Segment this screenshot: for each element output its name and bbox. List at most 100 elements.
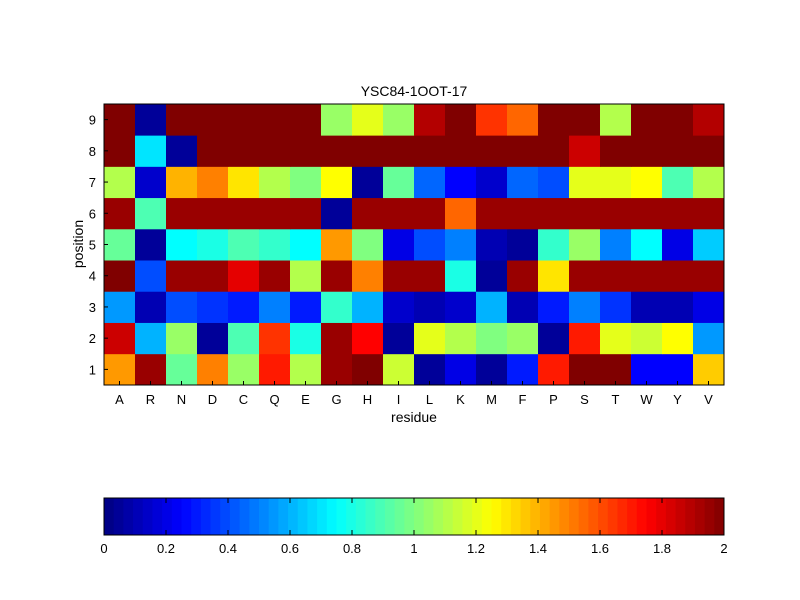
heatmap-cell-K-1 xyxy=(445,353,477,386)
heatmap-cell-P-6 xyxy=(538,197,570,230)
heatmap-cell-D-9 xyxy=(197,104,229,136)
colorbar-swatch xyxy=(443,498,454,535)
colorbar-swatch xyxy=(539,498,551,535)
y-tick-label-1: 1 xyxy=(89,362,96,377)
heatmap-cell-Q-6 xyxy=(259,197,291,230)
heatmap-cell-D-8 xyxy=(197,135,229,167)
heatmap-cell-L-9 xyxy=(414,104,446,136)
heatmap-cell-S-9 xyxy=(569,104,601,136)
heatmap-cell-N-3 xyxy=(166,291,198,323)
heatmap-cell-Y-2 xyxy=(662,322,694,355)
heatmap-cell-V-5 xyxy=(693,228,725,261)
colorbar-swatch xyxy=(656,498,667,535)
x-tick-label-Q: Q xyxy=(269,392,279,407)
heatmap-cell-K-5 xyxy=(445,228,477,261)
colorbar-swatch xyxy=(355,498,366,535)
heatmap-cell-N-8 xyxy=(166,135,198,167)
heatmap-cell-N-2 xyxy=(166,322,198,355)
colorbar-swatch xyxy=(268,498,279,535)
colorbar-tick-label-1.6: 1.6 xyxy=(591,541,609,556)
heatmap-cell-H-9 xyxy=(352,104,384,136)
x-tick-label-V: V xyxy=(704,392,713,407)
x-tick-label-T: T xyxy=(612,392,620,407)
colorbar-swatch xyxy=(375,498,386,535)
heatmap-cell-V-3 xyxy=(693,291,725,323)
heatmap-cell-G-1 xyxy=(321,353,353,386)
heatmap-cell-G-3 xyxy=(321,291,353,323)
heatmap-cell-N-1 xyxy=(166,353,198,386)
x-tick-label-S: S xyxy=(580,392,589,407)
heatmap-cell-E-8 xyxy=(290,135,322,167)
heatmap-cell-A-3 xyxy=(104,291,136,323)
heatmap-cell-D-7 xyxy=(197,166,229,199)
x-axis-label: residue xyxy=(391,409,437,425)
heatmap-cell-Q-1 xyxy=(259,353,291,386)
y-tick-label-6: 6 xyxy=(89,206,96,221)
heatmap-cell-L-5 xyxy=(414,228,446,261)
colorbar-swatch xyxy=(501,498,512,535)
heatmap-cell-H-8 xyxy=(352,135,384,167)
heatmap-cell-W-1 xyxy=(631,353,663,386)
heatmap-cell-C-6 xyxy=(228,197,260,230)
heatmap-cell-K-6 xyxy=(445,197,477,230)
heatmap-cell-E-7 xyxy=(290,166,322,199)
y-tick-label-8: 8 xyxy=(89,144,96,159)
heatmap-cell-H-4 xyxy=(352,260,384,292)
colorbar-swatch xyxy=(133,498,144,535)
colorbar-swatch xyxy=(113,498,124,535)
heatmap-cell-Y-9 xyxy=(662,104,694,136)
heatmap-cell-T-7 xyxy=(600,166,632,199)
heatmap-cell-H-7 xyxy=(352,166,384,199)
heatmap-cell-A-2 xyxy=(104,322,136,355)
heatmap-cell-Q-4 xyxy=(259,260,291,292)
heatmap-cell-H-5 xyxy=(352,228,384,261)
heatmap-cell-I-5 xyxy=(383,228,415,261)
heatmap-cell-M-2 xyxy=(476,322,508,355)
heatmap-cell-I-8 xyxy=(383,135,415,167)
heatmap-cell-H-2 xyxy=(352,322,384,355)
heatmap-cell-Q-5 xyxy=(259,228,291,261)
heatmap-cell-C-8 xyxy=(228,135,260,167)
heatmap-cell-L-3 xyxy=(414,291,446,323)
heatmap-cell-P-5 xyxy=(538,228,570,261)
heatmap-cell-L-4 xyxy=(414,260,446,292)
colorbar-tick-label-1.2: 1.2 xyxy=(467,541,485,556)
heatmap-cell-D-3 xyxy=(197,291,229,323)
heatmap-cell-G-9 xyxy=(321,104,353,136)
heatmap-cell-I-2 xyxy=(383,322,415,355)
heatmap-cell-G-6 xyxy=(321,197,353,230)
heatmap-cell-I-7 xyxy=(383,166,415,199)
colorbar-swatch xyxy=(326,498,337,535)
colorbar-tick-label-0.8: 0.8 xyxy=(343,541,361,556)
heatmap-cell-W-3 xyxy=(631,291,663,323)
heatmap-cell-T-8 xyxy=(600,135,632,167)
y-tick-label-7: 7 xyxy=(89,175,96,190)
heatmap-cell-V-4 xyxy=(693,260,725,292)
heatmap-cell-F-4 xyxy=(507,260,539,292)
heatmap-cell-F-5 xyxy=(507,228,539,261)
heatmap-cell-I-9 xyxy=(383,104,415,136)
heatmap-cell-K-8 xyxy=(445,135,477,167)
colorbar-swatch xyxy=(636,498,647,535)
colorbar-swatch xyxy=(229,498,241,535)
heatmap-cell-F-3 xyxy=(507,291,539,323)
heatmap-cell-G-5 xyxy=(321,228,353,261)
heatmap-cell-G-4 xyxy=(321,260,353,292)
colorbar-swatch xyxy=(317,498,328,535)
heatmap-cell-T-2 xyxy=(600,322,632,355)
colorbar-swatch xyxy=(278,498,289,535)
heatmap-cell-E-1 xyxy=(290,353,322,386)
colorbar-swatch xyxy=(346,498,357,535)
colorbar-swatch xyxy=(714,498,725,535)
x-tick-label-K: K xyxy=(456,392,465,407)
heatmap-cell-E-5 xyxy=(290,228,322,261)
colorbar-swatch xyxy=(288,498,299,535)
colorbar-swatch xyxy=(210,498,221,535)
heatmap-cell-C-3 xyxy=(228,291,260,323)
colorbar-swatch xyxy=(452,498,463,535)
heatmap-cell-D-2 xyxy=(197,322,229,355)
heatmap-cell-S-2 xyxy=(569,322,601,355)
colorbar-swatch xyxy=(665,498,676,535)
heatmap-cell-M-3 xyxy=(476,291,508,323)
